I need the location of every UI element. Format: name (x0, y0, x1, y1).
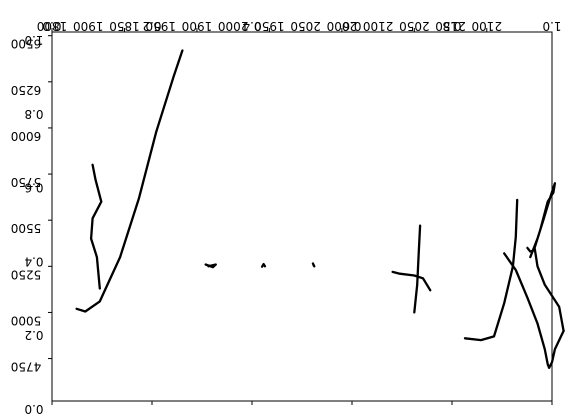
y2-tick-label: 0.8 (24, 107, 43, 121)
y-tick-label: 5500 (11, 221, 42, 235)
series-line (463, 198, 519, 342)
x-tick-label: 1950 (254, 19, 285, 33)
x-tick-label: 2050 (399, 19, 430, 33)
series-line (391, 270, 432, 292)
x-tick-label: 1900 (73, 19, 104, 33)
y-tick-label: 5250 (11, 267, 42, 281)
x-tick-label: 1950 (145, 19, 176, 33)
x2-tick-label: 0.6 (342, 19, 361, 33)
y-tick-label: 6500 (11, 37, 42, 51)
series-line (311, 262, 316, 268)
series-line (529, 182, 565, 333)
y2-tick-label: 0.6 (24, 181, 43, 195)
x-tick-label: 2100 (472, 19, 503, 33)
y-tick-label: 5000 (11, 313, 42, 327)
x2-tick-label: 0.4 (242, 19, 261, 33)
y2-tick-label: 0.4 (24, 254, 43, 268)
series-line (260, 262, 267, 268)
series-line (75, 49, 184, 313)
series-line (413, 224, 422, 314)
y-tick-label: 5750 (11, 175, 42, 189)
y2-tick-label: 0.0 (24, 402, 43, 416)
x2-tick-label: 0.2 (142, 19, 161, 33)
series-line (89, 163, 103, 290)
y-tick-label: 6000 (11, 129, 42, 143)
x-tick-label: 2000 (327, 19, 358, 33)
x2-tick-label: 0.8 (442, 19, 461, 33)
y-tick-label: 6250 (11, 83, 42, 97)
x-tick-label: 1900 (182, 19, 213, 33)
stroke-layer (75, 49, 565, 369)
x-tick-label: 1800 (37, 19, 68, 33)
x-tick-label: 2050 (290, 19, 321, 33)
x2-tick-label: 1.0 (542, 19, 561, 33)
x2-tick-label: 0.0 (42, 19, 61, 33)
plot-area-frame (51, 31, 553, 402)
tick-layer: 1800 1850 1900 1950 2000 2050 2100 1900 1950 2000… (11, 19, 562, 416)
y2-tick-label: 1.0 (24, 33, 43, 47)
x-tick-label: 2150 (435, 19, 466, 33)
x-tick-label: 2100 (363, 19, 394, 33)
x-tick-label: 2000 (218, 19, 249, 33)
series-line (204, 263, 217, 269)
y2-tick-label: 0.2 (24, 328, 43, 342)
series-line (503, 252, 565, 369)
x-tick-label: 1850 (109, 19, 140, 33)
y-tick-label: 4750 (11, 360, 42, 374)
